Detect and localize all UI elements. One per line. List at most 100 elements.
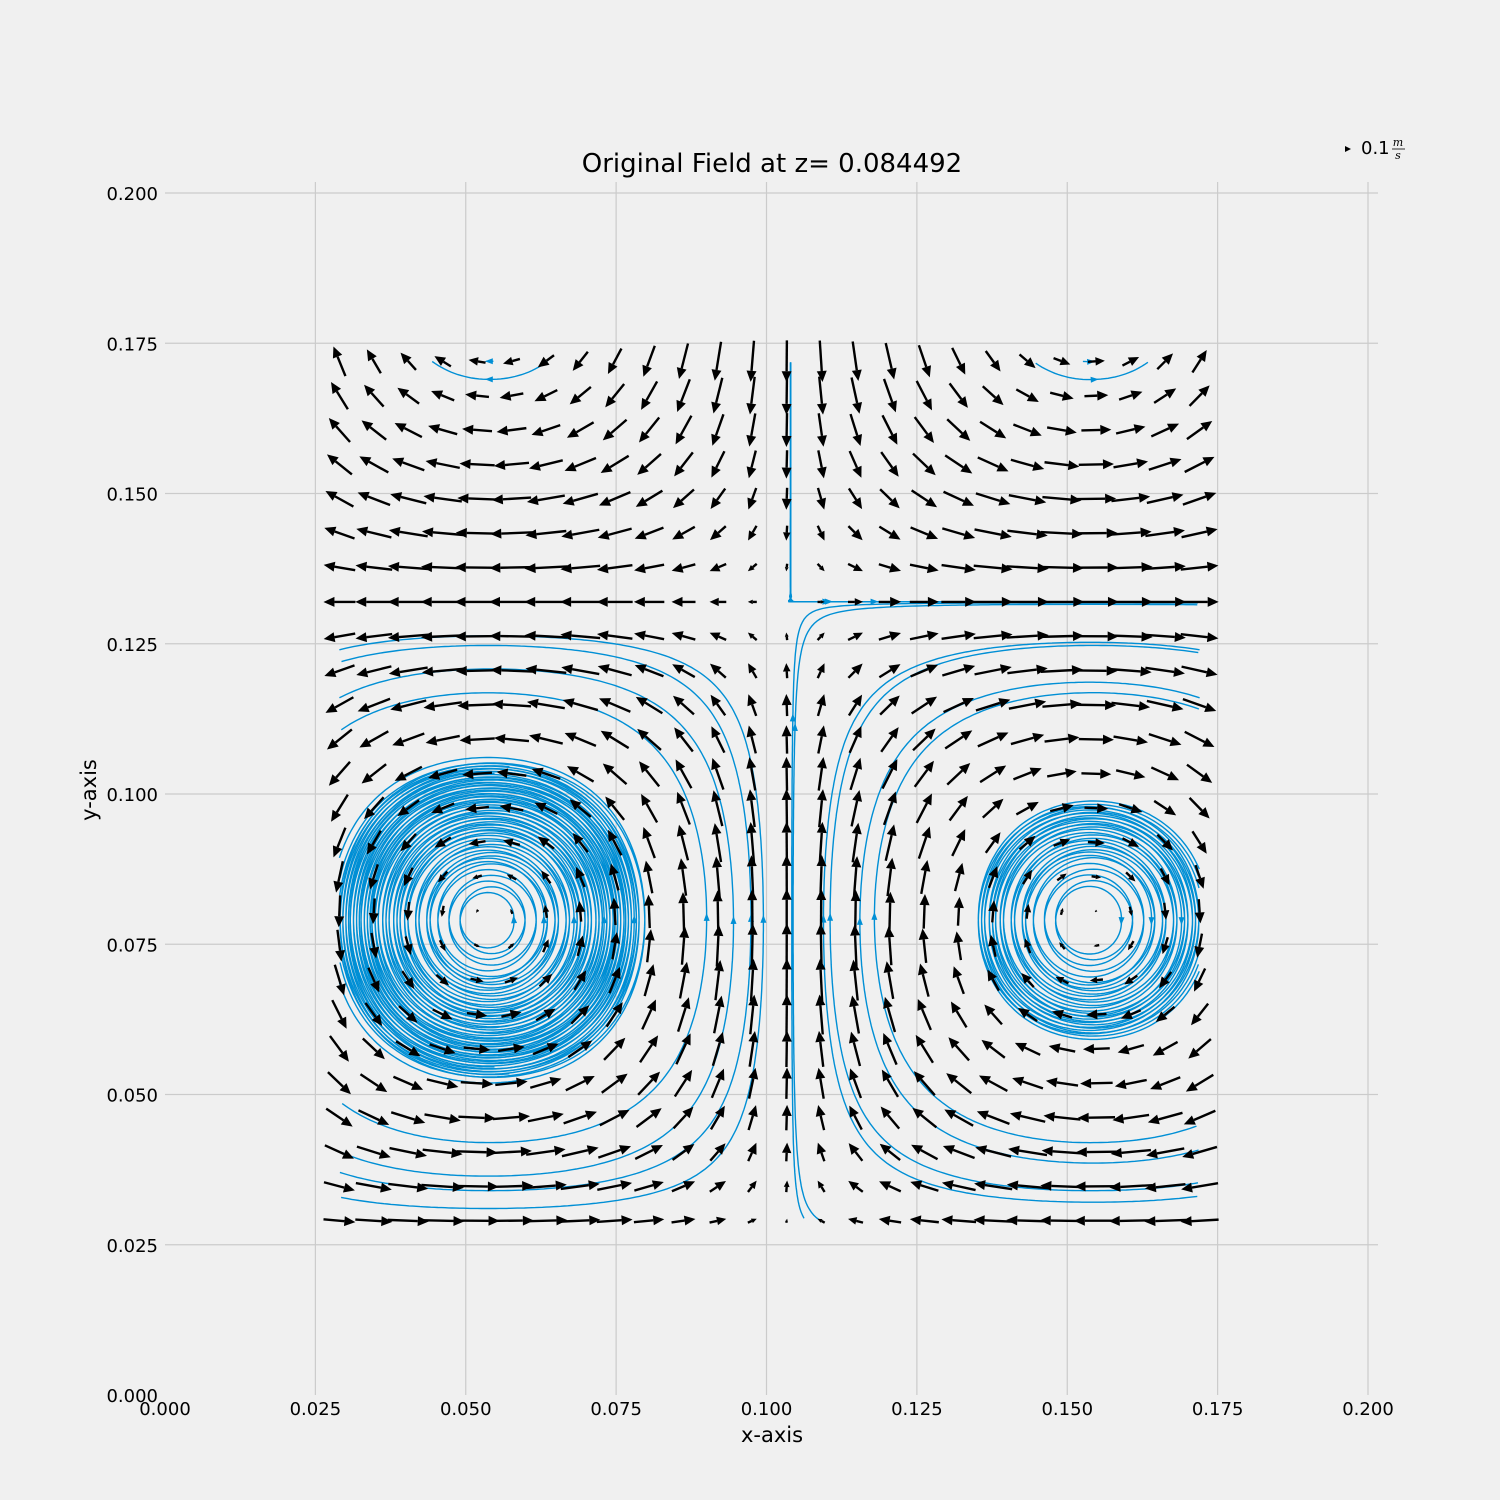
quiver-arrow-head (605, 395, 617, 408)
quiver-arrow-shaft (747, 1078, 755, 1099)
quiver-arrow-head (848, 1217, 858, 1225)
quiver-arrow-head (709, 529, 722, 541)
quiver-arrow-head (1043, 1111, 1055, 1122)
quiver-arrow-shaft (1113, 735, 1138, 742)
quiver-arrow-head (1059, 942, 1064, 948)
quiver-arrow-head (671, 596, 683, 607)
quiver-arrow-head (646, 999, 656, 1012)
quiver-arrow-shaft (711, 1042, 721, 1067)
quiver-arrow-shaft (1078, 737, 1103, 741)
quiver-arrow-head (887, 759, 898, 772)
quiver-arrow-shaft (1153, 393, 1168, 404)
quiver-arrow-head (681, 1069, 693, 1082)
quiver-arrow-shaft (1093, 1047, 1110, 1051)
quiver-arrow-head (1195, 876, 1205, 889)
quiver-key-arrow (1345, 146, 1351, 152)
quiver-arrow-head (634, 630, 646, 641)
quiver-arrow-shaft (510, 806, 524, 812)
quiver-arrow-head (620, 1180, 633, 1190)
quiver-arrow-shaft (596, 1219, 622, 1224)
quiver-arrow-shaft (460, 1080, 483, 1085)
quiver-arrow-shaft (1012, 771, 1032, 781)
quiver-arrow-head (1181, 1182, 1193, 1193)
quiver-arrow-head (600, 462, 613, 474)
quiver-arrow-head (1117, 1044, 1130, 1055)
quiver-arrow-shaft (434, 701, 462, 708)
quiver-arrow-head (611, 966, 621, 980)
quiver-arrow-shaft (641, 1009, 653, 1030)
quiver-arrow-shaft (886, 1078, 900, 1098)
quiver-arrow-shaft (1091, 1081, 1113, 1085)
quiver-arrow-head (357, 491, 370, 502)
quiver-arrow-shaft (816, 635, 822, 641)
quiver-arrow-head (711, 758, 721, 771)
quiver-arrow-shaft (476, 909, 480, 912)
quiver-arrow-head (1204, 491, 1217, 502)
quiver-arrow-shaft (455, 1184, 488, 1188)
quiver-arrow-head (578, 1005, 590, 1017)
quiver-arrow-shaft (682, 903, 686, 931)
quiver-arrow-head (816, 694, 827, 707)
quiver-arrow-shaft (328, 1035, 344, 1054)
quiver-arrow-shaft (1022, 1080, 1044, 1090)
quiver-arrow-head (1106, 528, 1118, 539)
quiver-arrow-head (998, 496, 1011, 506)
quiver-arrow-head (1105, 493, 1117, 504)
quiver-arrow-shaft (597, 1183, 622, 1192)
quiver-arrow-shaft (1049, 391, 1064, 398)
quiver-arrow-head (439, 943, 446, 952)
quiver-arrow-head (410, 1080, 424, 1090)
quiver-arrow-shaft (504, 979, 512, 984)
quiver-arrow-shaft (751, 635, 758, 641)
y-axis-label: y-axis (77, 759, 101, 821)
quiver-arrow-shaft (1026, 1013, 1038, 1023)
quiver-arrow-head (1138, 492, 1151, 503)
quiver-arrow-shaft (429, 1043, 446, 1051)
quiver-arrow-shaft (1196, 1002, 1210, 1018)
quiver-arrow-head (747, 599, 753, 605)
quiver-arrow-shaft (368, 460, 389, 474)
x-tick-labels: 0.000 0.025 0.050 0.075 0.100 0.125 0.150 0.175… (139, 1399, 1394, 1420)
quiver-arrow-head (880, 1106, 892, 1119)
quiver-arrow-shaft (1194, 864, 1202, 879)
quiver-arrow-shaft (438, 939, 444, 946)
quiver-arrow-shaft (576, 945, 582, 957)
quiver-arrow-shaft (574, 456, 597, 468)
quiver-arrow-head (491, 699, 504, 710)
quiver-arrow-shaft (680, 488, 695, 502)
quiver-arrow-head (356, 526, 369, 537)
quiver-arrow-head (964, 563, 976, 574)
quiver-arrow-shaft (335, 390, 349, 410)
quiver-arrow-head (1159, 976, 1170, 989)
quiver-arrow-head (1006, 1180, 1019, 1191)
quiver-arrow-head (1173, 667, 1185, 677)
quiver-arrow-head (455, 527, 467, 538)
quiver-arrow-head (990, 832, 1001, 845)
quiver-arrow-shaft (709, 1150, 720, 1162)
quiver-arrow-shaft (535, 1013, 547, 1022)
quiver-arrow-head (784, 566, 789, 572)
quiver-arrow-head (484, 1112, 496, 1123)
quiver-arrow-head (849, 959, 860, 972)
quiver-arrow-shaft (1182, 495, 1207, 506)
quiver-arrow-head (1205, 526, 1218, 537)
quiver-arrow-shaft (639, 1043, 653, 1063)
quiver-arrow-head (516, 1077, 528, 1088)
quiver-arrow-head (612, 1002, 623, 1015)
quiver-arrow-head (403, 909, 414, 921)
quiver-arrow-head (1070, 699, 1082, 710)
quiver-arrow-shaft (441, 905, 445, 911)
quiver-arrow-shaft (718, 635, 727, 641)
quiver-arrow-head (1171, 492, 1184, 502)
quiver-arrow-shaft (1025, 911, 1029, 919)
quiver-arrow-shaft (511, 876, 517, 881)
quiver-arrow-head (960, 463, 973, 474)
quiver-arrow-shaft (1191, 830, 1202, 846)
quiver-arrow-shaft (847, 562, 856, 569)
quiver-arrow-shaft (1115, 769, 1135, 776)
quiver-arrow-shaft (819, 1005, 824, 1035)
quiver-arrow-head (586, 1145, 599, 1156)
streamline-arrow (789, 713, 796, 722)
quiver-arrow-shaft (716, 901, 720, 933)
quiver-arrow-shaft (1062, 979, 1070, 985)
